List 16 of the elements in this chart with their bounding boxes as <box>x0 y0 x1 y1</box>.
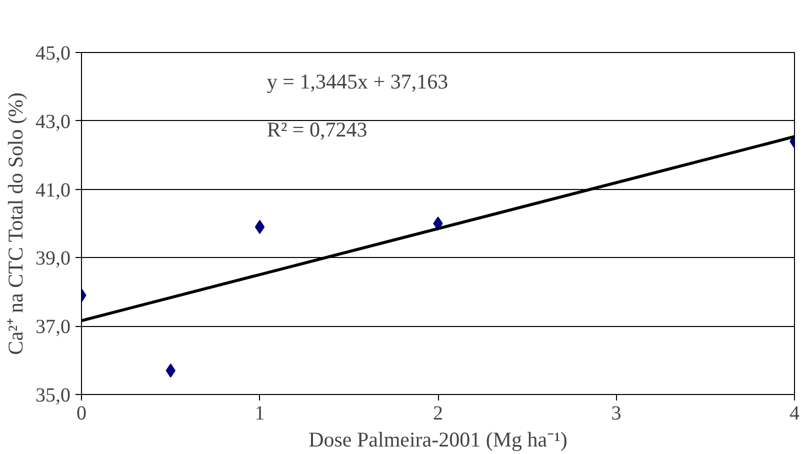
x-tick-label: 3 <box>611 402 622 424</box>
x-tick-label: 4 <box>790 402 800 424</box>
y-tick-label: 43,0 <box>36 110 70 133</box>
annotation: R² = 0,7243 <box>266 117 368 142</box>
x-tick-label: 1 <box>254 402 265 424</box>
x-axis-title: Dose Palmeira-2001 (Mg ha⁻¹) <box>308 428 568 452</box>
x-tick-label: 0 <box>76 402 86 424</box>
y-tick-label: 37,0 <box>36 316 70 338</box>
point <box>254 220 265 234</box>
annotation: y = 1,3445x + 37,163 <box>266 70 448 94</box>
y-tick-label: 41,0 <box>36 179 70 202</box>
y-tick-label: 39,0 <box>36 248 70 270</box>
y-tick-label: 45,0 <box>36 42 70 64</box>
y-axis-title: Ca²⁺ na CTC Total do Solo (%) <box>4 92 28 355</box>
y-tick-label: 35,0 <box>36 384 70 406</box>
x-tick-label: 2 <box>433 402 443 424</box>
